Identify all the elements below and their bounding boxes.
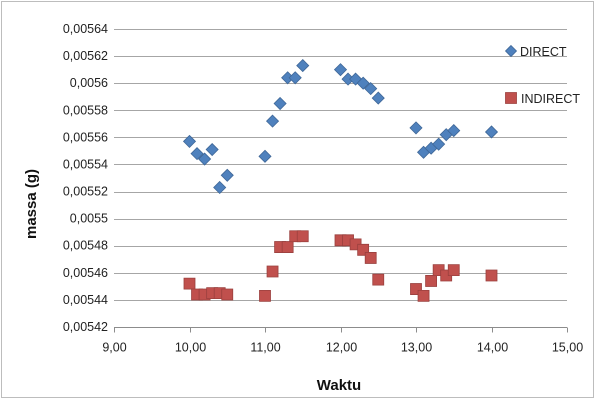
data-point-direct [221, 169, 233, 181]
x-tick-label: 10,00 [175, 341, 206, 355]
legend-label-direct: DIRECT [520, 45, 567, 59]
y-tick-label: 0,00564 [63, 22, 108, 36]
data-point-indirect [373, 274, 384, 285]
y-tick-label: 0,00544 [63, 293, 108, 307]
x-tick-label: 13,00 [401, 341, 432, 355]
y-tick-label: 0,00562 [63, 49, 108, 63]
data-point-indirect [267, 266, 278, 277]
x-axis-ticks: 9,00 10,00 11,00 12,00 13,00 14,00 15,00 [102, 328, 583, 355]
data-point-indirect [282, 242, 293, 253]
y-tick-label: 0,00556 [63, 130, 108, 144]
legend: DIRECT INDIRECT [506, 45, 581, 106]
data-point-direct [289, 72, 301, 84]
data-points [184, 60, 498, 302]
data-point-direct [486, 126, 498, 138]
legend-item-indirect: INDIRECT [506, 92, 581, 106]
y-tick-label: 0,00558 [63, 103, 108, 117]
data-point-indirect [184, 278, 195, 289]
legend-marker-indirect [506, 93, 517, 104]
data-point-indirect [297, 231, 308, 242]
y-tick-label: 0,00546 [63, 266, 108, 280]
y-tick-label: 0,0055 [70, 212, 108, 226]
y-tick-label: 0,0056 [70, 76, 108, 90]
data-point-direct [410, 122, 422, 134]
x-tick-label: 14,00 [477, 341, 508, 355]
data-point-indirect [260, 290, 271, 301]
data-point-direct [267, 115, 279, 127]
y-tick-label: 0,00554 [63, 157, 108, 171]
x-tick-label: 11,00 [250, 341, 280, 355]
data-point-indirect [426, 275, 437, 286]
data-point-indirect [418, 290, 429, 301]
data-point-indirect [448, 265, 459, 276]
x-tick-label: 15,00 [552, 341, 583, 355]
y-axis-ticks: 0,00542 0,00544 0,00546 0,00548 0,0055 0,0055… [63, 22, 108, 334]
y-axis-title: massa (g) [23, 169, 40, 239]
data-point-direct [335, 64, 347, 76]
data-point-direct [206, 144, 218, 156]
series-indirect [184, 231, 497, 302]
x-tick-label: 9,00 [102, 341, 126, 355]
data-point-indirect [222, 289, 233, 300]
x-axis-title: Waktu [317, 377, 361, 394]
data-point-indirect [365, 252, 376, 263]
data-point-direct [214, 181, 226, 193]
legend-marker-direct [506, 46, 517, 57]
series-direct [184, 60, 498, 194]
data-point-direct [274, 98, 286, 110]
data-point-direct [372, 92, 384, 104]
y-tick-label: 0,00548 [63, 239, 108, 253]
legend-label-indirect: INDIRECT [521, 92, 580, 106]
data-point-direct [259, 150, 271, 162]
data-point-indirect [486, 270, 497, 281]
y-tick-label: 0,00542 [63, 320, 108, 334]
x-tick-label: 12,00 [326, 341, 357, 355]
y-tick-label: 0,00552 [63, 185, 108, 199]
data-point-direct [297, 60, 309, 72]
